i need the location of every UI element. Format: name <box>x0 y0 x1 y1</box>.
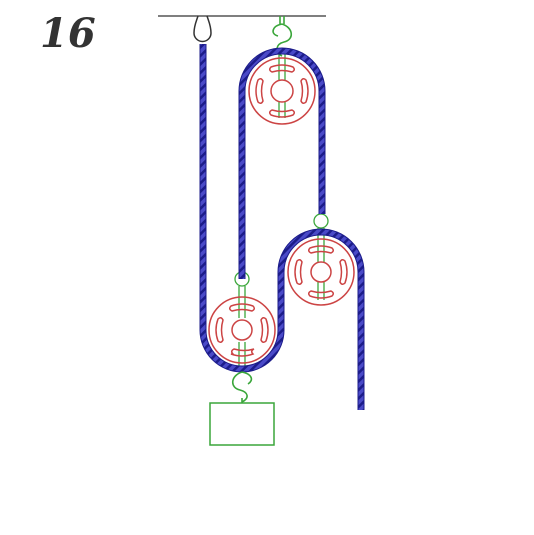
top-pulley-strap <box>278 54 286 118</box>
movable-lower-pulley <box>208 296 276 364</box>
floating-middle-pulley <box>287 238 355 306</box>
weight-block <box>209 402 275 446</box>
ceiling-anchor-ring-icon <box>193 15 212 43</box>
figure-number: 16 <box>40 10 96 57</box>
load-hook-icon <box>231 371 253 403</box>
fixed-top-pulley <box>248 57 316 125</box>
rope <box>199 44 365 410</box>
middle-pulley-strap <box>313 213 329 300</box>
